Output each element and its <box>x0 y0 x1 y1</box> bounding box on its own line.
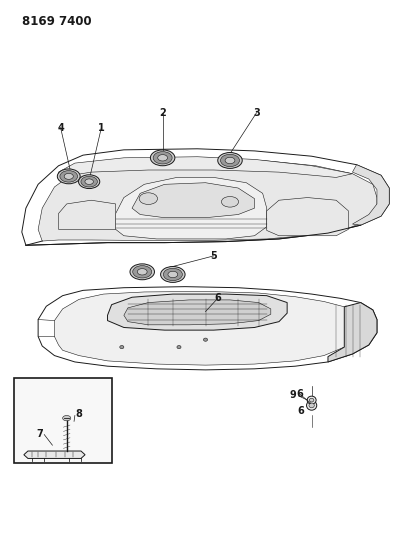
Ellipse shape <box>150 150 175 166</box>
Ellipse shape <box>81 176 97 187</box>
Text: 2: 2 <box>159 108 166 118</box>
Ellipse shape <box>153 152 172 164</box>
Ellipse shape <box>203 338 208 341</box>
Ellipse shape <box>218 152 242 168</box>
Text: 6: 6 <box>296 389 303 399</box>
Bar <box>14 378 112 463</box>
Ellipse shape <box>130 264 155 280</box>
Ellipse shape <box>168 271 178 278</box>
Ellipse shape <box>177 345 181 349</box>
Ellipse shape <box>158 155 168 161</box>
Ellipse shape <box>57 169 80 184</box>
Polygon shape <box>55 292 360 365</box>
Ellipse shape <box>307 401 317 410</box>
Ellipse shape <box>163 268 182 280</box>
Ellipse shape <box>62 416 71 421</box>
Text: 6: 6 <box>297 406 304 416</box>
Polygon shape <box>115 177 267 239</box>
Ellipse shape <box>79 175 100 189</box>
Text: 8: 8 <box>76 409 82 419</box>
Ellipse shape <box>161 266 185 282</box>
Polygon shape <box>24 451 85 458</box>
Polygon shape <box>124 300 271 325</box>
Polygon shape <box>108 294 287 330</box>
Ellipse shape <box>120 345 124 349</box>
Ellipse shape <box>139 193 157 205</box>
Polygon shape <box>353 165 389 225</box>
Polygon shape <box>328 303 377 362</box>
Text: 6: 6 <box>215 293 221 303</box>
Text: 3: 3 <box>253 108 260 118</box>
Text: 9: 9 <box>290 390 297 400</box>
Ellipse shape <box>309 403 314 408</box>
Text: 4: 4 <box>57 123 64 133</box>
Ellipse shape <box>307 396 316 404</box>
Text: 7: 7 <box>37 429 44 439</box>
Polygon shape <box>38 158 377 241</box>
Polygon shape <box>58 157 353 177</box>
Ellipse shape <box>221 154 240 167</box>
Polygon shape <box>38 287 377 370</box>
Polygon shape <box>22 149 389 245</box>
Polygon shape <box>58 200 115 229</box>
Ellipse shape <box>222 197 238 207</box>
Text: 5: 5 <box>210 251 217 261</box>
Polygon shape <box>132 183 254 217</box>
Ellipse shape <box>64 173 73 179</box>
Polygon shape <box>267 198 349 236</box>
Ellipse shape <box>133 265 152 278</box>
Ellipse shape <box>225 157 235 164</box>
Ellipse shape <box>137 269 147 275</box>
Ellipse shape <box>60 171 78 182</box>
Text: 1: 1 <box>98 123 105 133</box>
Ellipse shape <box>309 398 314 402</box>
Text: 8169 7400: 8169 7400 <box>22 14 91 28</box>
Ellipse shape <box>85 179 93 184</box>
